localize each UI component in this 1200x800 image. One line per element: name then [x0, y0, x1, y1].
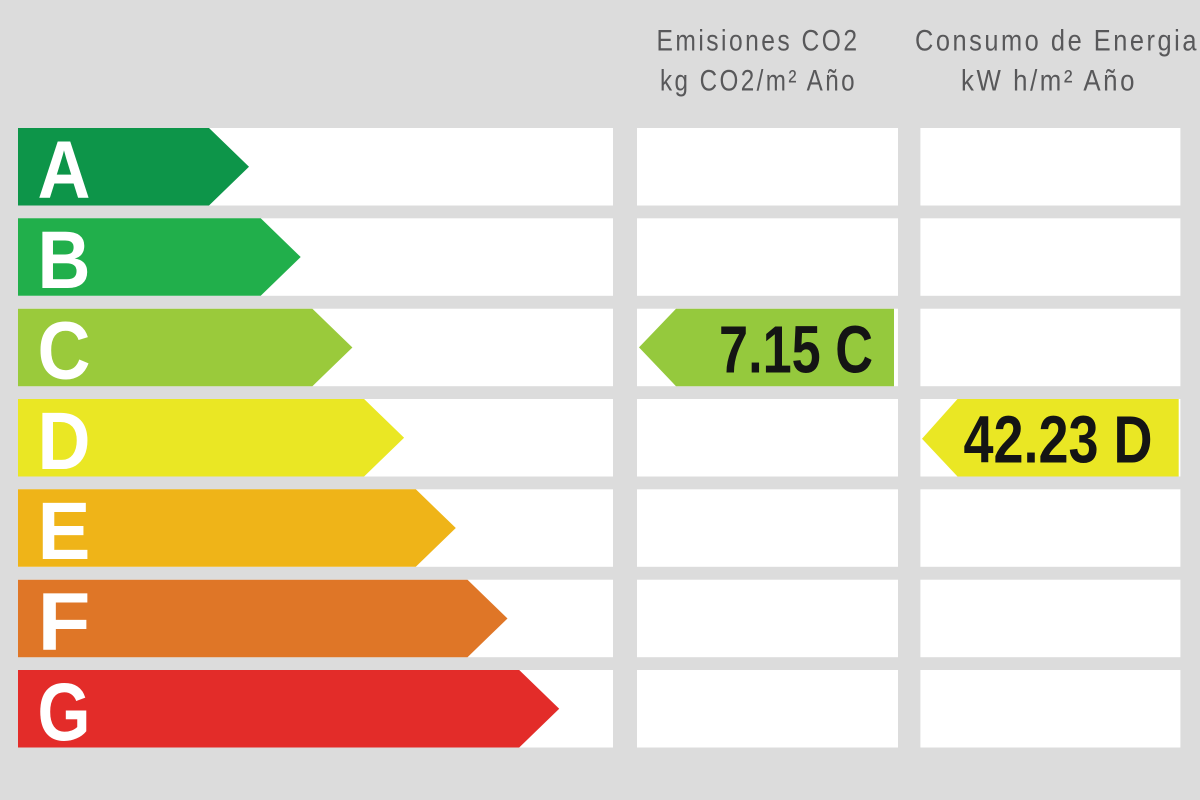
svg-text:kg CO2/m² Año: kg CO2/m² Año — [660, 65, 857, 98]
svg-text:D: D — [38, 396, 91, 487]
svg-text:42.23 D: 42.23 D — [964, 404, 1153, 478]
svg-text:F: F — [38, 577, 91, 668]
svg-text:A: A — [38, 125, 91, 216]
svg-text:Emisiones CO2: Emisiones CO2 — [657, 25, 860, 58]
svg-text:E: E — [38, 486, 91, 577]
svg-text:C: C — [38, 306, 91, 397]
svg-text:Consumo de Energia: Consumo de Energia — [915, 25, 1199, 58]
svg-text:G: G — [38, 667, 91, 758]
svg-text:B: B — [38, 215, 91, 306]
svg-text:kW h/m² Año: kW h/m² Año — [961, 65, 1137, 98]
svg-text:7.15 C: 7.15 C — [719, 313, 873, 388]
